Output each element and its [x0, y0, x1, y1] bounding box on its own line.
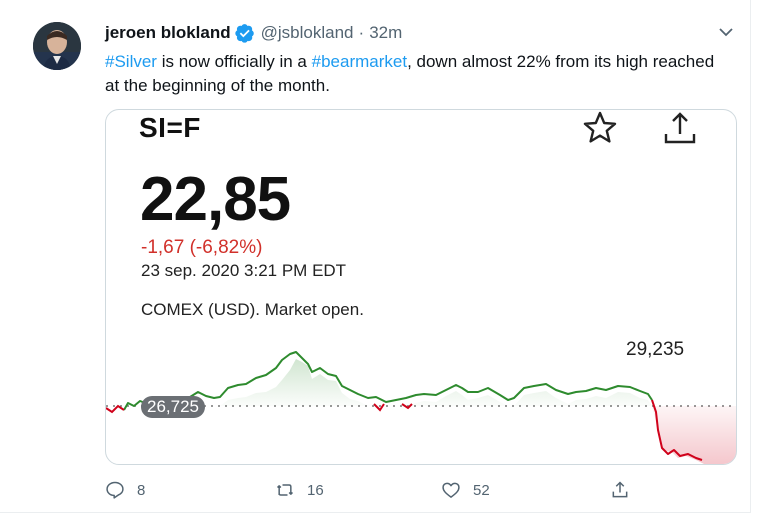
like-button[interactable]: 52 [441, 478, 490, 502]
price-sparkline [106, 351, 736, 464]
avatar[interactable] [33, 22, 81, 70]
tweet-header: jeroen blokland @jsblokland · 32m [105, 22, 402, 44]
negative-area [652, 406, 736, 464]
tweet-text: #Silver is now officially in a #bearmark… [105, 50, 715, 98]
price-line-red-early [106, 404, 125, 414]
reply-count: 8 [137, 481, 146, 499]
like-count: 52 [473, 481, 490, 499]
share-button[interactable] [610, 478, 642, 502]
price-change: -1,67 (-6,82%) [141, 237, 263, 258]
tweet[interactable]: jeroen blokland @jsblokland · 32m #Silve… [0, 0, 751, 513]
chevron-down-icon[interactable] [718, 26, 734, 38]
share-icon [612, 481, 628, 498]
hashtag-bearmarket[interactable]: #bearmarket [311, 52, 408, 71]
ticker-symbol: SI=F [139, 112, 201, 143]
hashtag-silver[interactable]: #Silver [105, 52, 157, 71]
reply-button[interactable]: 8 [105, 478, 145, 502]
like-icon [442, 482, 460, 498]
tweet-timestamp[interactable]: 32m [369, 23, 403, 42]
price-line-red-dip-1 [373, 403, 385, 412]
price-line-green [123, 351, 653, 411]
price-line-red-drop [651, 399, 703, 461]
quote-date: 23 sep. 2020 3:21 PM EDT [141, 261, 347, 280]
share-icon[interactable] [662, 110, 698, 146]
price-line-red-dip-2 [401, 403, 413, 410]
positive-area [220, 359, 652, 406]
retweet-icon [276, 484, 294, 496]
market-status: COMEX (USD). Market open. [141, 300, 364, 319]
reply-icon [106, 481, 124, 499]
current-price: 22,85 [140, 165, 291, 234]
verified-badge-icon [234, 24, 254, 43]
tweet-actions: 8 16 52 [105, 478, 645, 502]
tweet-text-part1: is now officially in a [156, 52, 312, 71]
chart-high-label: 29,235 [626, 339, 685, 360]
tweet-text-part2: , down almost 22% from its high reached … [105, 52, 715, 95]
star-icon[interactable] [582, 110, 618, 146]
author-name[interactable]: jeroen blokland [105, 23, 231, 42]
previous-close-badge: 26,725 [141, 396, 205, 418]
retweet-count: 16 [307, 481, 324, 499]
retweet-button[interactable]: 16 [275, 478, 324, 502]
media-card[interactable]: SI=F 22,85 -1,67 (-6,82%) 23 sep. 2020 3… [105, 109, 737, 465]
separator-dot: · [358, 23, 365, 42]
author-handle[interactable]: @jsblokland [260, 23, 354, 42]
